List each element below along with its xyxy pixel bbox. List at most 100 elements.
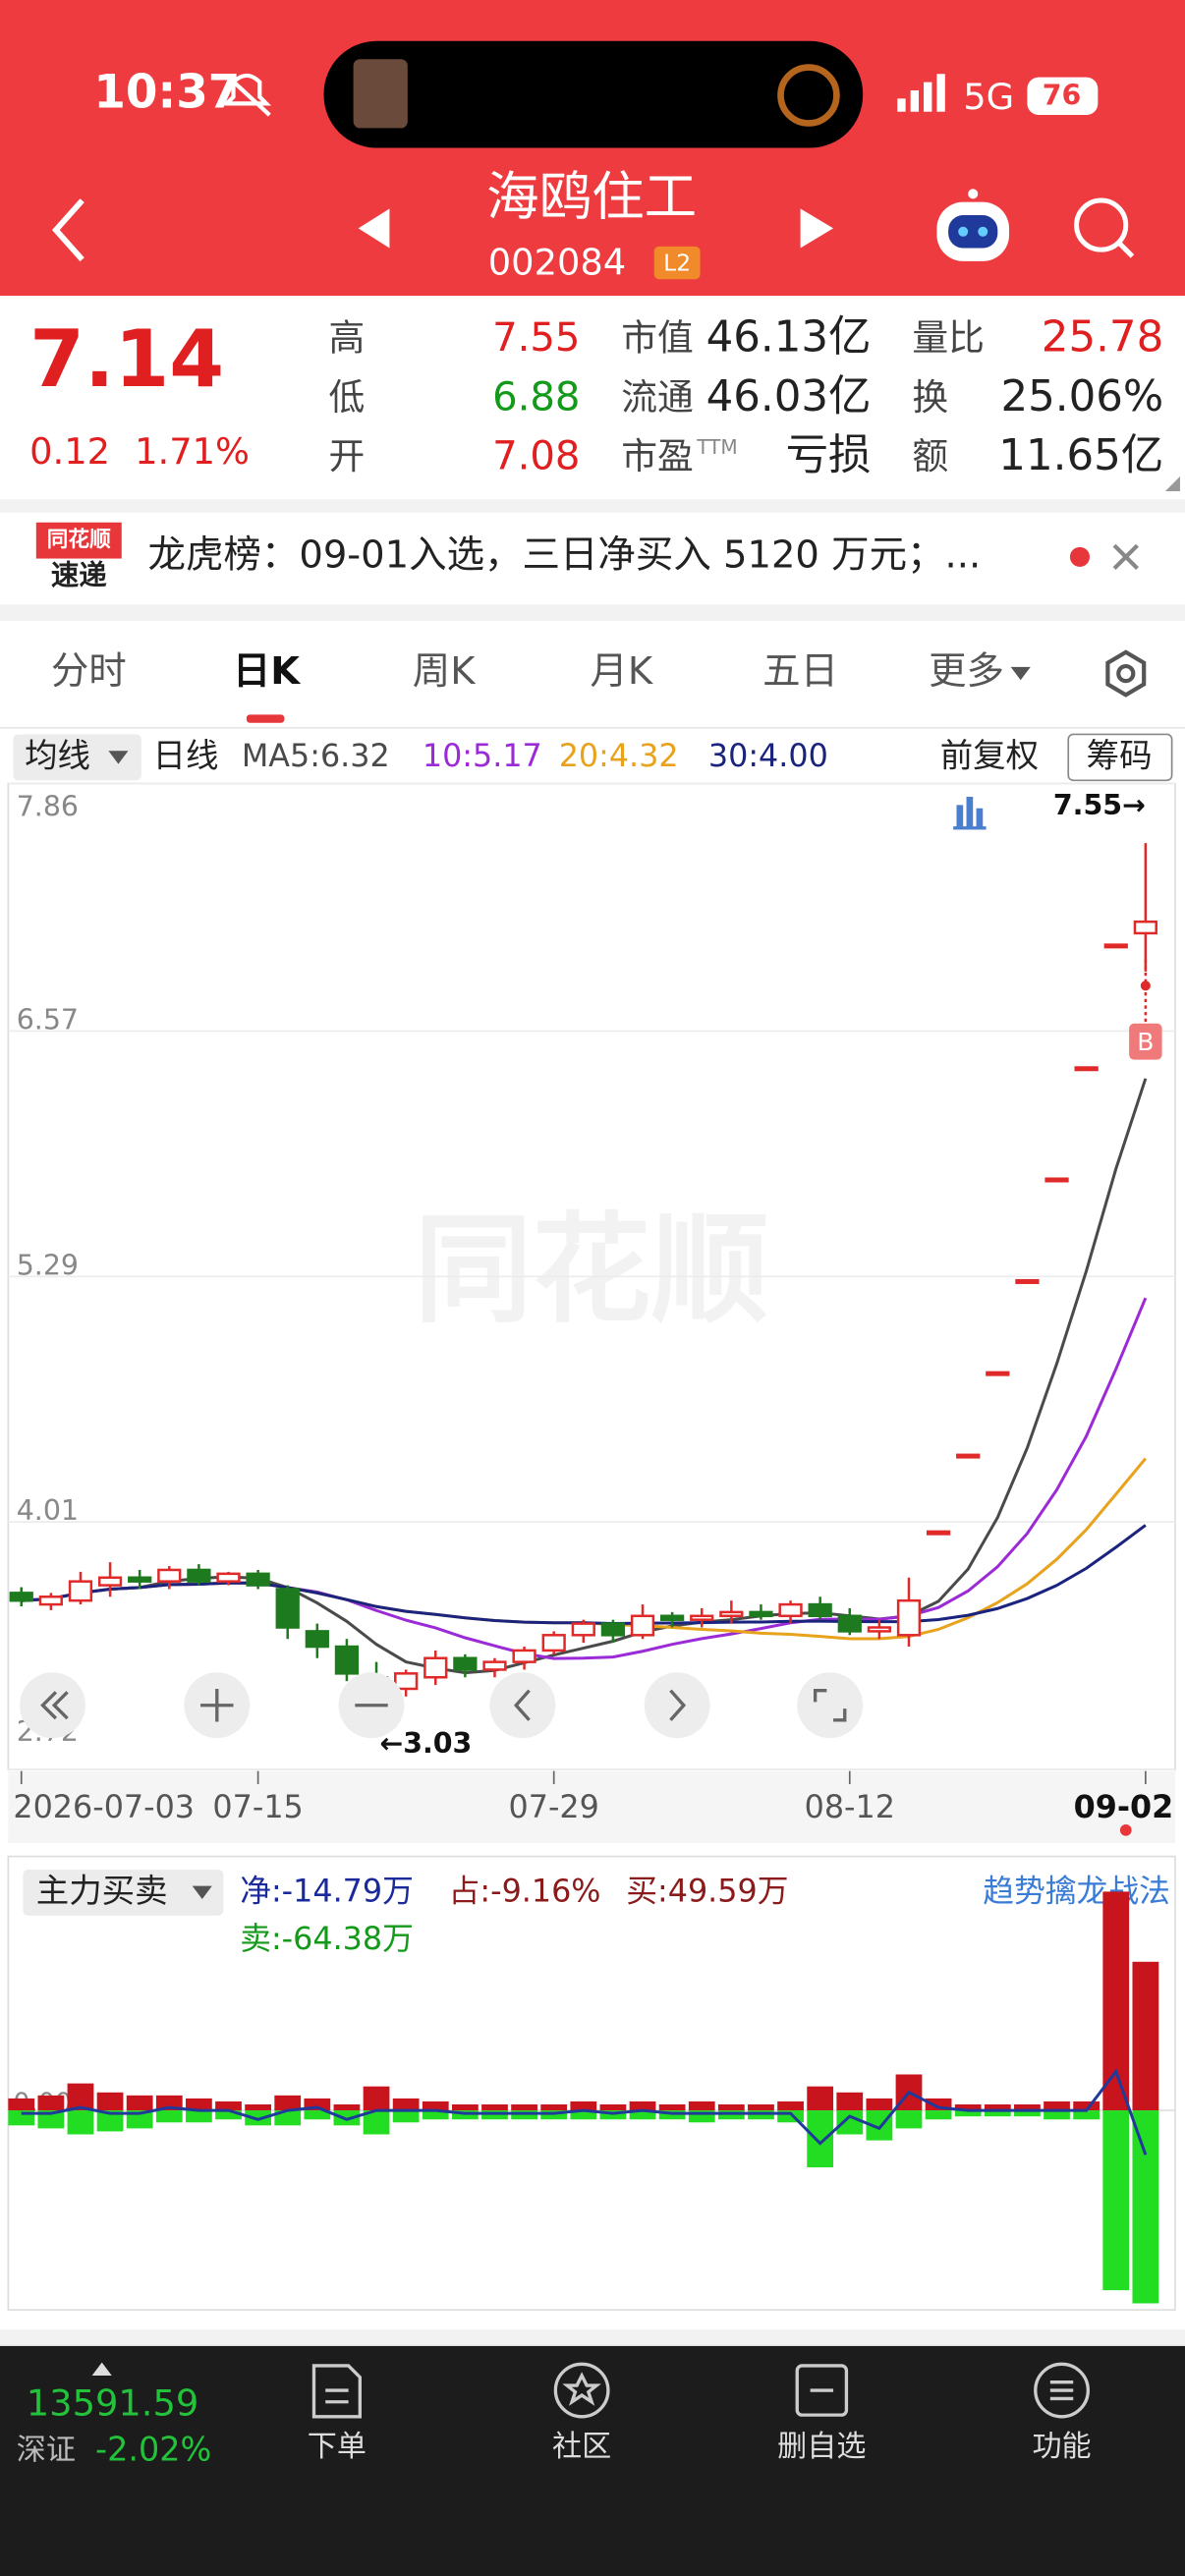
flow-bar (215, 2100, 242, 2111)
flow-bar (126, 2110, 153, 2129)
signal-icon (897, 74, 945, 112)
candle-body (541, 1634, 566, 1652)
stat-label: 量比 (912, 317, 985, 360)
dropdown-arrow (108, 751, 129, 764)
settings-button-center (1116, 663, 1136, 684)
candle-body (482, 1660, 507, 1671)
flow-bar (37, 2095, 65, 2111)
candle-body (630, 1614, 655, 1637)
tab[interactable]: 日K (233, 649, 301, 694)
pan-left[interactable] (489, 1672, 556, 1739)
flow-bar (451, 2103, 479, 2111)
stock-name: 海鸥住工 (486, 166, 697, 228)
flow-bar (836, 2110, 864, 2135)
flow-bar (67, 2110, 94, 2135)
index-name: 深证 (17, 2433, 76, 2467)
candle-body (571, 1622, 595, 1637)
stat-label: 额 (912, 435, 948, 477)
tab[interactable]: 月K (590, 649, 653, 694)
y-tick-label: 7.86 (17, 791, 79, 823)
candle-body (275, 1588, 300, 1629)
next-stock[interactable] (800, 208, 834, 249)
tab[interactable]: 分时 (51, 649, 127, 694)
stat-label: 市盈 (621, 435, 694, 477)
change-pct: 1.71% (135, 430, 250, 473)
stat-value: 7.55 (492, 315, 580, 361)
nav-label[interactable]: 删自选 (777, 2430, 866, 2464)
x-tick-label: 07-15 (212, 1790, 303, 1825)
stock-code: 002084 (488, 242, 626, 284)
candle-body (334, 1645, 360, 1675)
buy-marker-text: B (1137, 1028, 1154, 1056)
indicator-net: 净:-14.79万 (240, 1874, 414, 1909)
flow-bar (1073, 2100, 1100, 2111)
period: 日线 (153, 736, 219, 774)
fullscreen[interactable] (797, 1672, 864, 1739)
flow-bar (629, 2100, 656, 2111)
flow-bar (807, 2086, 834, 2111)
period-tabs: 分时 日K 周K 月K 五日 更多 (51, 649, 1031, 694)
chart-controls (20, 1672, 864, 1739)
expand-corner (1164, 476, 1180, 491)
back-button[interactable] (51, 198, 85, 262)
change: 0.12 (29, 430, 110, 473)
nav-label[interactable]: 下单 (308, 2430, 367, 2464)
album-art (353, 59, 408, 129)
order-icon[interactable] (311, 2364, 362, 2419)
prev-stock[interactable] (358, 208, 390, 249)
expand-arrow[interactable] (91, 2362, 112, 2376)
community-icon[interactable] (553, 2362, 610, 2419)
search-button[interactable] (1074, 197, 1135, 258)
nav-label[interactable]: 功能 (1032, 2430, 1091, 2464)
chips-button[interactable] (1067, 733, 1173, 782)
stat-value: 25.06% (1000, 372, 1163, 421)
strategy-link[interactable]: 趋势擒龙战法 (983, 1874, 1170, 1909)
tab[interactable]: 五日 (762, 649, 838, 694)
candle-body (246, 1572, 270, 1587)
candle-body (1103, 943, 1128, 949)
flow-bar (1014, 2110, 1041, 2117)
candle-body (1015, 1278, 1040, 1284)
y-tick-label: 4.01 (17, 1494, 79, 1527)
nav-label[interactable]: 社区 (552, 2430, 611, 2464)
pan-right[interactable] (644, 1672, 710, 1739)
stat-value: 11.65亿 (998, 431, 1163, 480)
y-tick-label: 6.57 (17, 1003, 79, 1036)
assistant-icon[interactable] (936, 189, 1010, 261)
indicator-menu: 主力买卖 (36, 1872, 168, 1910)
flow-bar (186, 2098, 212, 2111)
stat-label: 开 (329, 435, 366, 477)
ma-menu-box[interactable] (13, 734, 141, 781)
candle-body (187, 1568, 211, 1583)
candle-body (986, 1371, 1010, 1376)
settings-button[interactable] (1105, 649, 1147, 698)
stat-label: 高 (329, 317, 366, 360)
volume-toggle[interactable] (953, 797, 987, 830)
indicator-menu-box[interactable] (23, 1869, 224, 1916)
ma-label: 10:5.17 (423, 739, 542, 774)
unwatch-icon[interactable] (795, 2364, 849, 2417)
flow-bar (1102, 1891, 1130, 2111)
flow-bar (392, 2110, 420, 2123)
close-news[interactable] (1112, 543, 1139, 571)
low-label: ←3.03 (379, 1727, 472, 1760)
functions-icon[interactable] (1034, 2362, 1090, 2419)
buy-marker-dot (1140, 980, 1151, 991)
flow-bar (599, 2110, 627, 2120)
flow-bar (954, 2103, 982, 2111)
x-tick-label: 07-29 (509, 1790, 599, 1825)
watermark: 同花顺 (415, 1202, 769, 1339)
tab[interactable]: 周K (413, 649, 477, 694)
flow-bar (363, 2086, 390, 2111)
flow-bar (422, 2100, 449, 2111)
flow-bar (717, 2110, 745, 2120)
divider (0, 604, 1185, 622)
candle-body (38, 1596, 63, 1606)
tab[interactable]: 更多 (929, 649, 1004, 694)
flow-bar (807, 2110, 834, 2168)
candle-body (749, 1610, 773, 1618)
news-text[interactable]: 龙虎榜：09-01入选，三日净买入 5120 万元；... (148, 532, 982, 577)
stat-label: 换 (912, 376, 948, 419)
adjust[interactable]: 前复权 (940, 736, 1039, 774)
